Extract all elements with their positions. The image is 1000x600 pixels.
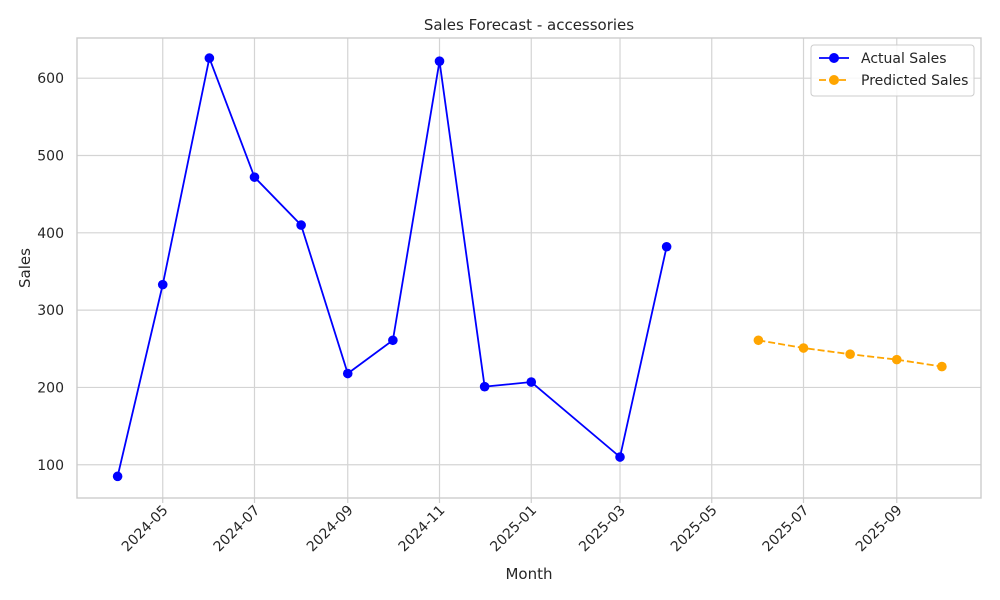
data-point-predicted-sales [937,361,947,372]
y-tick-label: 300 [37,303,64,319]
legend-marker-predicted-sales [829,75,839,85]
y-tick-label: 400 [37,226,64,242]
data-point-actual-sales [112,471,123,482]
y-tick-label: 500 [37,149,64,165]
legend-label-actual-sales: Actual Sales [861,51,947,67]
legend-box [810,44,975,97]
x-tick-label: 2024-05 [119,503,172,556]
data-point-actual-sales [434,56,445,66]
data-point-predicted-sales [798,343,809,353]
x-tick-label: 2024-07 [211,503,264,556]
data-point-actual-sales [388,335,398,346]
x-axis-ticks: 2024-05 2024-07 2024-09 2024-11 2025-01 2025-… [119,498,906,555]
data-point-predicted-sales [891,354,902,365]
x-tick-label: 2024-09 [304,503,357,556]
legend-label-predicted-sales: Predicted Sales [861,73,968,89]
series-layer [112,53,947,482]
data-point-predicted-sales [845,349,855,360]
x-tick-label: 2025-07 [760,503,813,556]
x-tick-label: 2025-03 [576,503,629,556]
y-tick-label: 600 [37,71,64,87]
x-tick-label: 2025-05 [668,503,721,556]
data-point-actual-sales [157,279,168,290]
x-tick-label: 2024-11 [396,503,449,556]
plot-frame [76,37,982,499]
data-point-actual-sales [296,220,306,230]
series-line-actual-sales [116,54,668,477]
legend: Actual Sales Predicted Sales [810,44,975,97]
y-axis-label: Sales [16,248,34,288]
x-tick-label: 2025-01 [487,503,540,556]
data-point-actual-sales [526,377,537,387]
data-point-predicted-sales [753,335,764,346]
x-tick-label: 2025-09 [853,503,906,556]
data-point-actual-sales [479,381,490,392]
y-axis-ticks: 100 200 300 400 500 600 [37,71,64,474]
legend-marker-actual-sales [829,53,839,63]
data-point-actual-sales [204,53,215,63]
y-tick-label: 200 [37,380,64,396]
x-axis-label: Month [505,565,552,583]
data-point-actual-sales [249,172,260,182]
chart-title: Sales Forecast - accessories [424,16,634,34]
data-point-actual-sales [342,368,353,379]
data-point-actual-sales [615,452,625,462]
y-tick-label: 100 [37,458,64,474]
gridlines [77,38,981,498]
data-point-actual-sales [661,241,672,252]
